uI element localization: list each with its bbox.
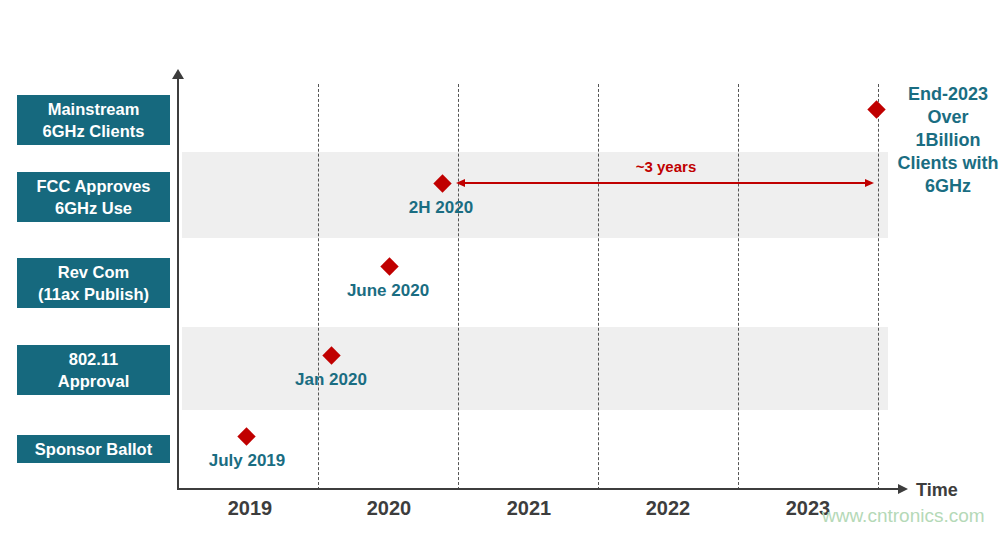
row-label-rev-com-11ax-publish: Rev Com (11ax Publish) [17, 258, 170, 308]
x-axis-title: Time [916, 480, 958, 501]
x-tick-2022: 2022 [646, 497, 691, 520]
timeline-chart: Mainstream 6GHz Clients FCC Approves 6GH… [0, 0, 1007, 534]
row-label-line: Mainstream [48, 98, 140, 120]
row-label-line: Rev Com [58, 261, 130, 283]
x-tick-2021: 2021 [507, 497, 552, 520]
y-axis-line [177, 78, 179, 490]
x-tick-2020: 2020 [367, 497, 412, 520]
milestone-label-july-2019: July 2019 [209, 451, 286, 471]
end-note-line-4: Clients with [897, 153, 998, 174]
row-label-fcc-approves-6ghz-use: FCC Approves 6GHz Use [17, 172, 170, 222]
row-label-line: 6GHz Clients [43, 120, 145, 142]
milestone-marker-june-2020 [380, 257, 398, 275]
row-label-sponsor-ballot: Sponsor Ballot [17, 435, 170, 463]
row-label-mainstream-6ghz-clients: Mainstream 6GHz Clients [17, 95, 170, 145]
duration-annotation-label: ~3 years [636, 158, 696, 175]
x-tick-2019: 2019 [228, 497, 273, 520]
highlight-band-fcc-row [182, 152, 888, 238]
gridline-end-2023 [878, 84, 879, 490]
duration-arrow-left-head-icon [456, 179, 465, 187]
gridline-2021-boundary [458, 84, 459, 490]
end-note-line-3: 1Billion [915, 130, 980, 151]
milestone-label-2h-2020: 2H 2020 [409, 198, 473, 218]
end-note-line-5: 6GHz [925, 176, 971, 197]
milestone-marker-end-2023 [867, 100, 885, 118]
row-label-line: Sponsor Ballot [35, 438, 152, 460]
gridline-2023-boundary [738, 84, 739, 490]
milestone-label-june-2020: June 2020 [347, 281, 429, 301]
x-axis-line [177, 488, 899, 490]
row-label-line: (11ax Publish) [38, 283, 149, 305]
duration-arrow-right-head-icon [865, 179, 874, 187]
highlight-band-80211-row [182, 327, 888, 410]
end-note-line-1: End-2023 [908, 84, 988, 105]
y-axis-arrow-icon [172, 69, 184, 79]
end-note-line-2: Over [927, 107, 968, 128]
gridline-2022-boundary [598, 84, 599, 490]
milestone-label-jan-2020: Jan 2020 [295, 370, 367, 390]
gridline-2020-boundary [318, 84, 319, 490]
row-label-line: 802.11 [69, 348, 119, 370]
row-label-line: FCC Approves [37, 175, 151, 197]
row-label-80211-approval: 802.11 Approval [17, 345, 170, 395]
watermark: www.cntronics.com [822, 505, 985, 527]
row-label-line: Approval [58, 370, 130, 392]
milestone-marker-july-2019 [237, 427, 255, 445]
x-axis-arrow-icon [898, 484, 908, 494]
duration-arrow-line [464, 182, 866, 184]
row-label-line: 6GHz Use [55, 197, 132, 219]
